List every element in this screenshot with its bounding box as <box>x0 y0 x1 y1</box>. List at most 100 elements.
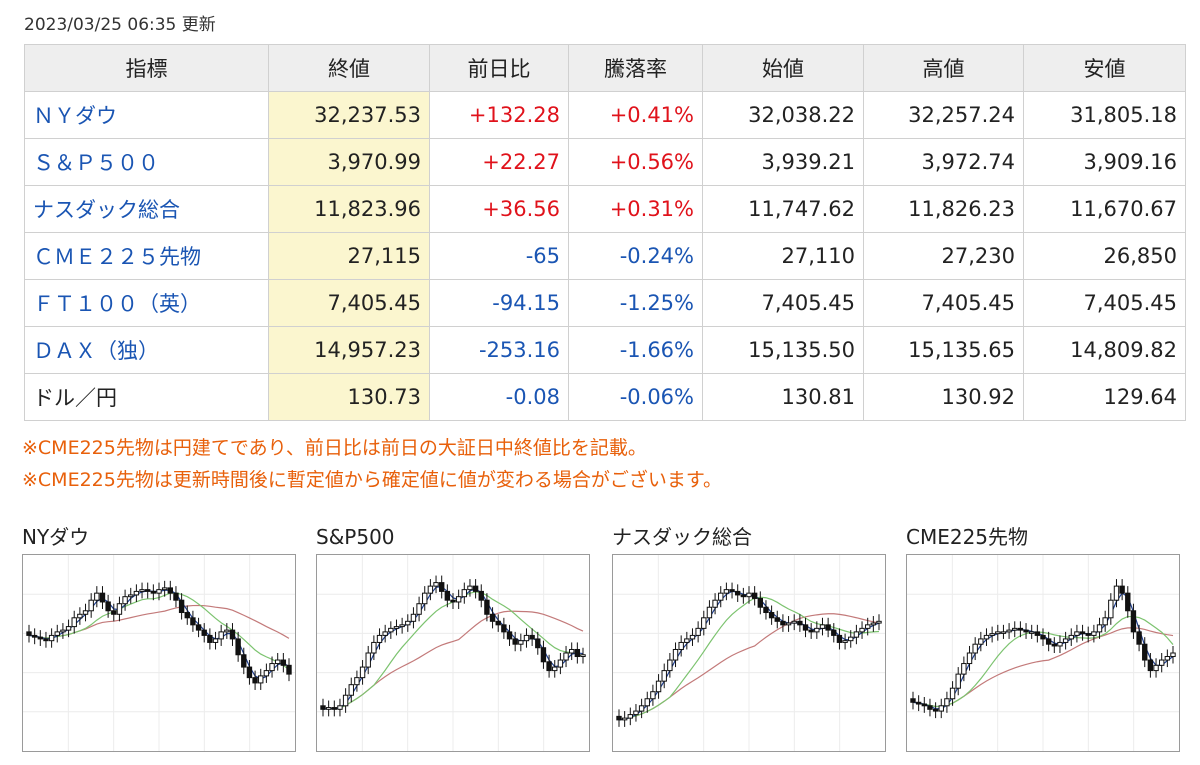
index-name-cell: ドル／円 <box>24 373 269 421</box>
index-name-cell[interactable]: ナスダック総合 <box>24 185 269 233</box>
chart-nydow[interactable]: NYダウ <box>22 522 296 752</box>
candlestick-chart[interactable] <box>612 554 886 752</box>
candle <box>1062 631 1069 650</box>
candle <box>156 582 162 601</box>
candle <box>633 704 639 722</box>
change-value: -253.16 <box>429 326 569 374</box>
candle <box>54 624 60 643</box>
candle <box>359 660 366 685</box>
candle <box>173 586 179 608</box>
candle <box>337 698 343 717</box>
chart-canvas <box>907 555 1179 751</box>
candle <box>523 628 530 648</box>
index-name-cell[interactable]: ＣＭＥ２２５先物 <box>24 232 269 280</box>
candle <box>1153 658 1159 678</box>
index-name-cell[interactable]: ＮＹダウ <box>24 91 269 139</box>
index-link[interactable]: ＣＭＥ２２５先物 <box>33 245 201 269</box>
candle <box>133 584 140 602</box>
candle <box>921 697 928 713</box>
index-name-cell[interactable]: ＤＡＸ（独） <box>24 326 269 374</box>
candle <box>26 624 32 643</box>
candle <box>280 653 287 673</box>
candle <box>484 593 490 622</box>
chart-sp500[interactable]: S&P500 <box>316 522 590 752</box>
candlestick-chart[interactable] <box>22 554 296 752</box>
candle <box>831 623 837 643</box>
candle <box>706 600 713 625</box>
candle <box>740 587 747 604</box>
candle <box>864 617 871 636</box>
candle <box>695 621 701 643</box>
candle <box>1012 621 1018 638</box>
note-line: ※CME225先物は更新時間後に暫定値から確定値に値が変わる場合がございます。 <box>22 469 722 491</box>
chart-cme225[interactable]: CME225先物 <box>906 522 1180 752</box>
candle <box>512 631 518 652</box>
candle <box>995 624 1001 641</box>
candle <box>655 674 662 699</box>
change-rate-value: +0.31% <box>568 185 703 233</box>
index-name-cell[interactable]: Ｓ＆Ｐ５００ <box>24 138 269 186</box>
candle <box>190 610 196 632</box>
table-row: ドル／円 130.73 -0.08 -0.06% 130.81 130.92 129.64 <box>24 373 1186 421</box>
candle <box>235 631 241 662</box>
candle <box>422 586 428 611</box>
candle <box>1006 623 1012 639</box>
candle <box>825 617 831 638</box>
change-value: -65 <box>429 232 569 280</box>
index-link[interactable]: ナスダック総合 <box>33 198 180 222</box>
change-value: +22.27 <box>429 138 569 186</box>
candle <box>518 633 524 652</box>
close-value: 130.73 <box>268 373 430 421</box>
index-link[interactable]: ＤＡＸ（独） <box>33 339 159 363</box>
table-header-row: 指標 終値 前日比 騰落率 始値 高値 安値 <box>24 44 1186 92</box>
low-value: 31,805.18 <box>1023 91 1186 139</box>
candle <box>1130 603 1137 639</box>
change-rate-value: +0.41% <box>568 91 703 139</box>
index-link[interactable]: ＮＹダウ <box>33 104 117 128</box>
candle <box>31 628 38 645</box>
change-rate-value: -0.24% <box>568 232 703 280</box>
candle <box>557 653 564 675</box>
candle <box>540 640 547 669</box>
candle <box>506 624 513 646</box>
low-value: 129.64 <box>1023 373 1186 421</box>
candle <box>116 596 123 622</box>
candle <box>1000 624 1007 639</box>
candle <box>88 593 94 618</box>
change-value: +36.56 <box>429 185 569 233</box>
change-value: -94.15 <box>429 279 569 327</box>
candlestick-chart[interactable] <box>316 554 590 752</box>
candle <box>43 631 49 648</box>
index-link[interactable]: ＦＴ１００（英） <box>33 292 201 316</box>
candle <box>1051 637 1058 653</box>
candle <box>1034 624 1041 643</box>
candle <box>802 617 809 638</box>
index-name-cell[interactable]: ＦＴ１００（英） <box>24 279 269 327</box>
candle <box>1113 579 1120 608</box>
candle <box>774 610 780 629</box>
candle <box>201 623 207 643</box>
candle <box>229 623 236 646</box>
close-value: 32,237.53 <box>268 91 430 139</box>
candle <box>1125 586 1131 618</box>
index-link[interactable]: Ｓ＆Ｐ５００ <box>33 151 159 175</box>
candle <box>949 681 956 706</box>
low-value: 11,670.67 <box>1023 185 1186 233</box>
candle <box>729 582 735 599</box>
candle <box>252 670 258 690</box>
candle <box>814 621 820 639</box>
close-value: 14,957.23 <box>268 326 430 374</box>
candle <box>915 695 922 712</box>
candle <box>780 614 786 632</box>
candle <box>495 614 501 632</box>
chart-nasdaq[interactable]: ナスダック総合 <box>612 522 886 752</box>
candle <box>246 660 253 685</box>
candle <box>580 647 586 664</box>
candle <box>1147 653 1154 678</box>
candle <box>836 628 843 650</box>
candlestick-chart[interactable] <box>906 554 1180 752</box>
candle <box>455 589 462 609</box>
candle <box>348 677 354 703</box>
candle <box>712 593 718 615</box>
candle <box>1079 624 1086 641</box>
